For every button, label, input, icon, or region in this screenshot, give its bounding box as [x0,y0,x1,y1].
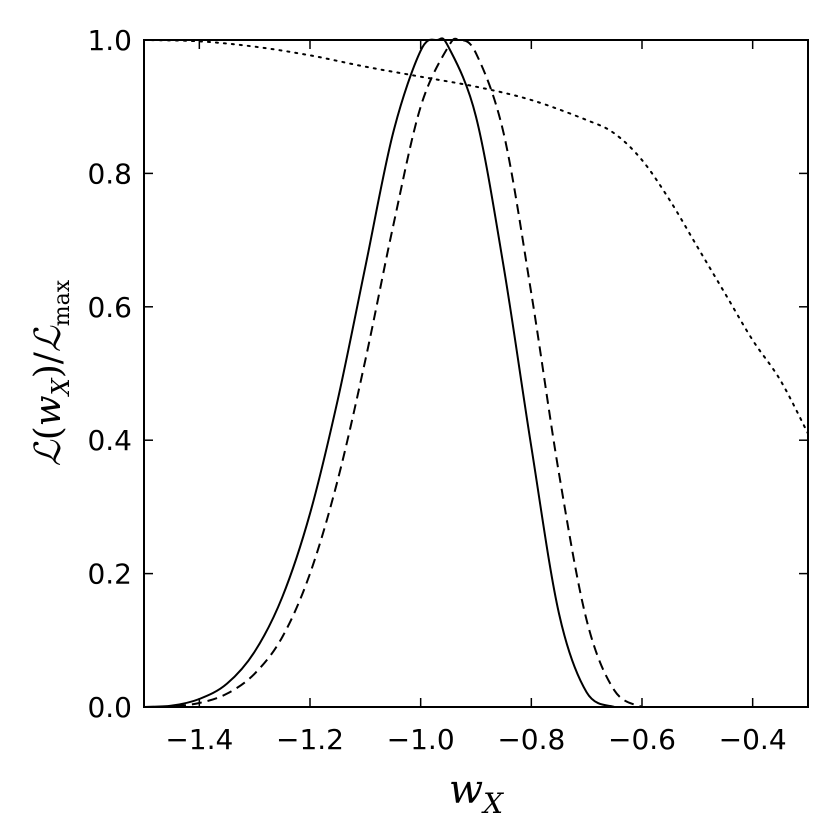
x-tick-label: −1.4 [165,723,233,756]
y-tick-label: 0.4 [87,424,132,457]
y-tick-label: 0.6 [87,291,132,324]
tick-layer: −1.4 −1.2 −1.0 −0.8 −0.6 −0.4 0.0 0.2 0.4 0.6 0.8 1… [87,24,808,756]
x-tick-label: −0.6 [608,723,676,756]
series-line-dotted [143,39,809,435]
x-tick-label: −0.8 [497,723,565,756]
y-tick-label: 0.0 [87,691,132,724]
series-layer [143,37,809,708]
x-axis-label: wX [449,767,504,820]
y-tick-label: 0.8 [87,157,132,190]
series-line-solid [143,37,615,708]
x-tick-label: −1.2 [276,723,344,756]
x-tick-label: −1.0 [387,723,455,756]
y-axis-label: ℒ(wX)/ℒmax [28,279,75,466]
series-line-dashed [143,37,643,708]
y-tick-label: 0.2 [87,558,132,591]
plot-frame [143,39,809,708]
y-tick-label: 1.0 [87,24,132,57]
x-tick-label: −0.4 [719,723,787,756]
